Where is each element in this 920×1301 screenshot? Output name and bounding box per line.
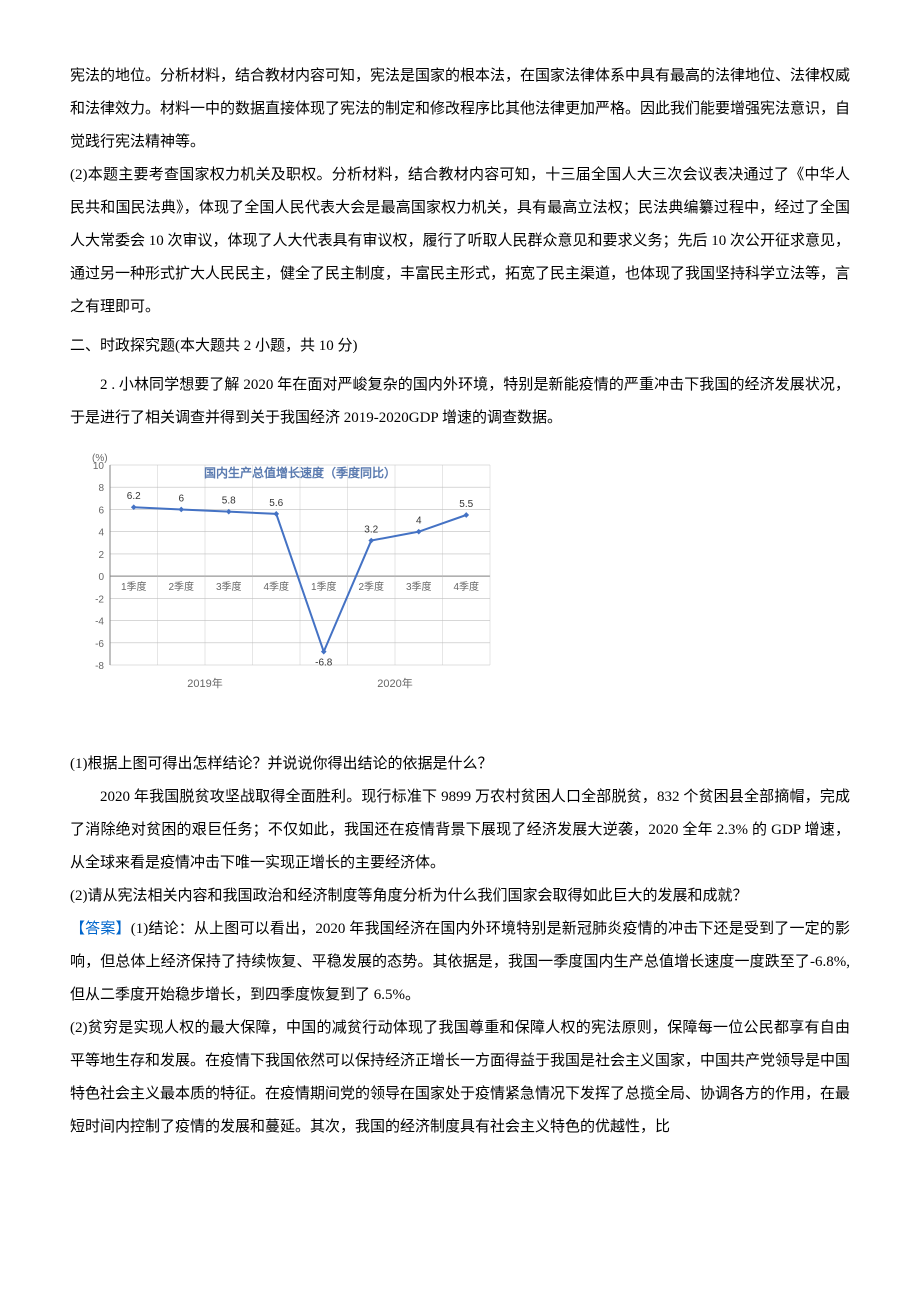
question-1: (1)根据上图可得出怎样结论？并说说你得出结论的依据是什么？: [70, 748, 850, 781]
svg-text:6.2: 6.2: [127, 491, 141, 502]
svg-text:-8: -8: [95, 661, 104, 672]
svg-text:3.2: 3.2: [364, 525, 378, 536]
svg-text:5.5: 5.5: [459, 499, 473, 510]
body-paragraph: 宪法的地位。分析材料，结合教材内容可知，宪法是国家的根本法，在国家法律体系中具有…: [70, 60, 850, 159]
svg-text:-6: -6: [95, 639, 104, 650]
svg-text:-6.8: -6.8: [315, 658, 333, 669]
gdp-chart: -8-6-4-20246810(%)国内生产总值增长速度（季度同比）1季度2季度…: [70, 445, 850, 738]
body-paragraph: (2)本题主要考查国家权力机关及职权。分析材料，结合教材内容可知，十三届全国人大…: [70, 159, 850, 324]
svg-text:6: 6: [98, 505, 104, 516]
svg-text:1季度: 1季度: [121, 580, 147, 593]
answer-paragraph: (2)贫穷是实现人权的最大保障，中国的减贫行动体现了我国尊重和保障人权的宪法原则…: [70, 1012, 850, 1144]
svg-text:5.6: 5.6: [269, 498, 283, 509]
svg-text:8: 8: [98, 483, 104, 494]
line-chart-svg: -8-6-4-20246810(%)国内生产总值增长速度（季度同比）1季度2季度…: [70, 445, 500, 725]
svg-text:4季度: 4季度: [263, 580, 289, 593]
svg-text:国内生产总值增长速度（季度同比）: 国内生产总值增长速度（季度同比）: [204, 465, 396, 480]
svg-text:1季度: 1季度: [311, 580, 337, 593]
svg-text:-4: -4: [95, 617, 104, 628]
svg-text:2季度: 2季度: [358, 580, 384, 593]
svg-text:3季度: 3季度: [216, 580, 242, 593]
svg-text:4: 4: [98, 528, 104, 539]
svg-text:2020年: 2020年: [377, 676, 412, 690]
answer-paragraph: 【答案】(1)结论：从上图可以看出，2020 年我国经济在国内外环境特别是新冠肺…: [70, 913, 850, 1012]
svg-text:2季度: 2季度: [168, 580, 194, 593]
svg-text:(%): (%): [92, 453, 108, 464]
svg-text:0: 0: [98, 572, 104, 583]
answer-label: 【答案】: [70, 921, 131, 937]
svg-text:2019年: 2019年: [187, 676, 222, 690]
svg-text:4: 4: [416, 516, 422, 527]
answer-1-text: (1)结论：从上图可以看出，2020 年我国经济在国内外环境特别是新冠肺炎疫情的…: [70, 921, 850, 1003]
svg-text:-2: -2: [95, 594, 104, 605]
svg-text:3季度: 3季度: [406, 580, 432, 593]
svg-text:6: 6: [178, 493, 184, 504]
svg-text:5.8: 5.8: [222, 496, 236, 507]
question-intro: 2 . 小林同学想要了解 2020 年在面对严峻复杂的国内外环境，特别是新能疫情…: [70, 369, 850, 435]
body-paragraph: 2020 年我国脱贫攻坚战取得全面胜利。现行标准下 9899 万农村贫困人口全部…: [70, 781, 850, 880]
svg-text:2: 2: [98, 550, 104, 561]
svg-text:4季度: 4季度: [453, 580, 479, 593]
section-title: 二、时政探究题(本大题共 2 小题，共 10 分): [70, 330, 850, 363]
question-2: (2)请从宪法相关内容和我国政治和经济制度等角度分析为什么我们国家会取得如此巨大…: [70, 880, 850, 913]
